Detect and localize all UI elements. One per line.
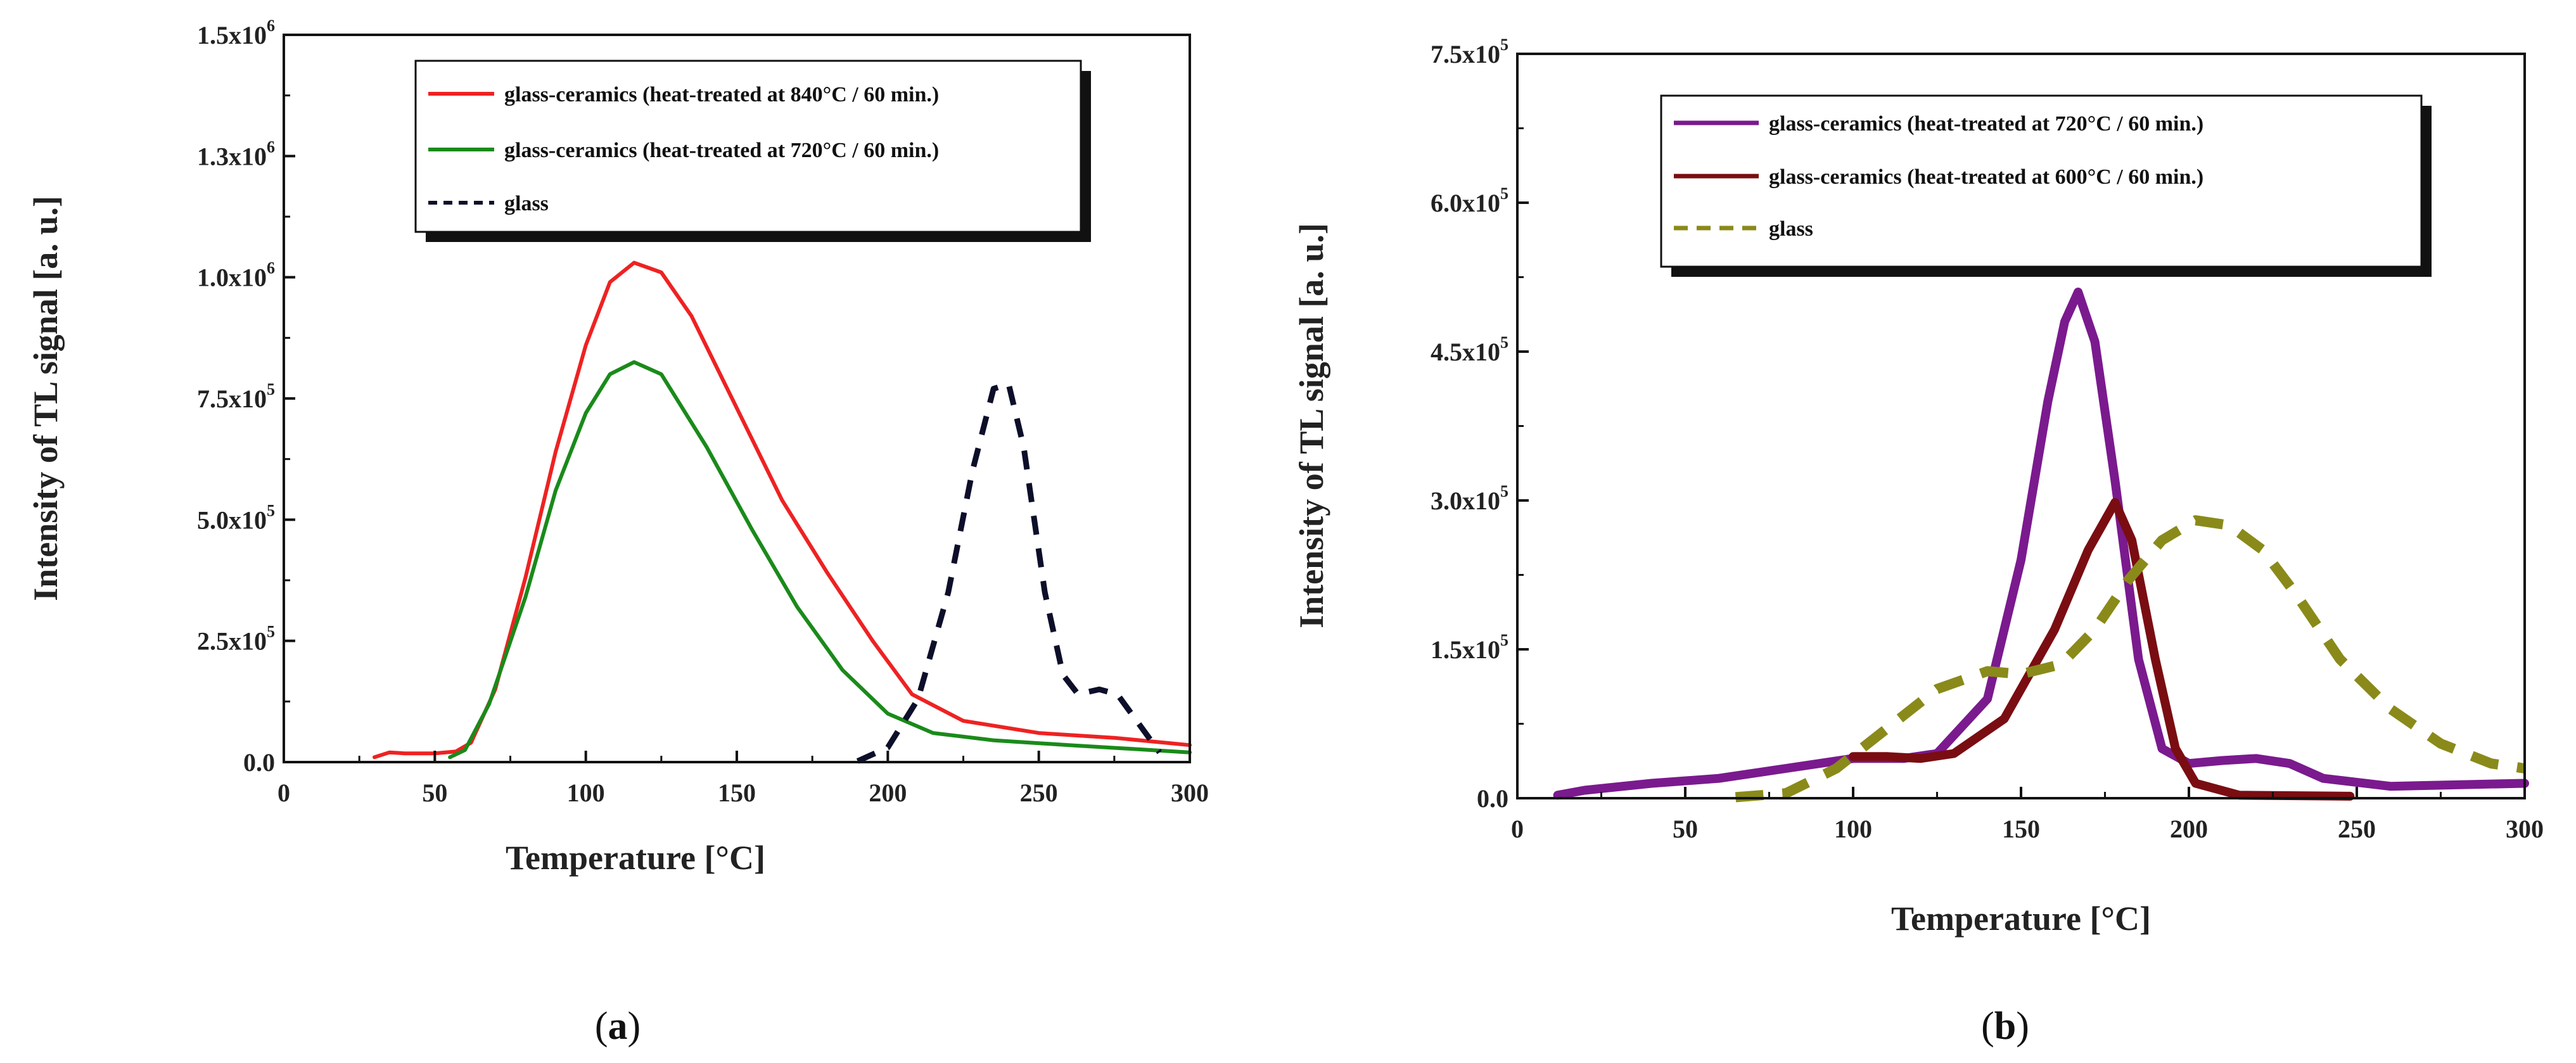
panel-b: 0.0 1.5x105 3.0x105 4.5x105 6.0x105 7.5x105 0… [1292,35,2544,1048]
panel-a-legend-label-glass: glass [504,192,549,215]
panel-b-y-tick-label: 6.0x105 [1431,184,1508,217]
panel-a-y-tick-label: 5.0x105 [197,501,275,534]
panel-b-x-tick-label: 300 [2506,815,2544,843]
panel-a-y-axis: 0.0 2.5x105 5.0x105 7.5x105 1.0x106 1.3x106 1.… [197,16,295,777]
panel-b-legend-label-600: glass-ceramics (heat-treated at 600°C / … [1769,165,2203,189]
panel-a-x-tick-label: 100 [567,779,605,807]
panel-a-caption-letter: a [608,1005,628,1048]
panel-b-x-tick-label: 200 [2170,815,2208,843]
panel-b-x-tick-label: 250 [2338,815,2376,843]
panel-b-x-tick-label: 0 [1511,815,1524,843]
panel-a-series-0-line [373,260,1192,760]
panel-b-x-tick-label: 50 [1673,815,1698,843]
panel-a-y-tick-label: 1.5x106 [197,16,275,49]
panel-b-caption: (b) [1981,1005,2029,1048]
panel-a-x-tick-label: 300 [1171,779,1209,807]
panel-b-legend-label-720: glass-ceramics (heat-treated at 720°C / … [1769,112,2203,136]
panel-b-caption-letter: b [1994,1005,2016,1048]
panel-a-y-axis-title: Intensity of TL signal [a. u.] [27,196,65,601]
panel-a-series-group [373,260,1192,764]
panel-a-legend-label-840: glass-ceramics (heat-treated at 840°C / … [504,83,939,106]
panel-b-series-1-line [1849,498,2355,801]
panel-a-x-tick-label: 150 [718,779,756,807]
panel-a-legend-label-720: glass-ceramics (heat-treated at 720°C / … [504,139,939,162]
panel-b-legend-label-glass: glass [1769,217,1813,241]
panel-b-y-tick-label: 1.5x105 [1431,631,1508,664]
panel-a: 0.0 2.5x105 5.0x105 7.5x105 1.0x106 1.3x106 1.… [27,16,1209,1048]
panel-b-y-axis: 0.0 1.5x105 3.0x105 4.5x105 6.0x105 7.5x105 [1431,35,1529,813]
panel-a-x-tick-label: 0 [277,779,290,807]
panel-a-y-tick-label: 7.5x105 [197,380,275,413]
panel-b-x-tick-label: 150 [2002,815,2040,843]
panel-b-y-tick-label: 0.0 [1477,784,1508,813]
panel-a-series-2-line [856,381,1162,764]
panel-b-x-axis: 0 50 100 150 200 250 300 [1511,787,2544,843]
panel-a-x-tick-label: 250 [1020,779,1058,807]
panel-b-legend-box [1660,94,2423,268]
panel-a-y-tick-label: 0.0 [243,748,275,777]
panel-b-series-group [1553,288,2529,803]
panel-a-caption: (a) [595,1005,641,1048]
panel-b-y-tick-label: 7.5x105 [1431,35,1508,68]
panel-b-series-0-line [1553,288,2529,800]
panel-b-y-tick-label: 3.0x105 [1431,482,1508,515]
panel-a-legend: glass-ceramics (heat-treated at 840°C / … [414,60,1091,242]
panel-b-x-tick-label: 100 [1834,815,1872,843]
panel-b-y-tick-label: 4.5x105 [1431,333,1508,366]
panel-b-x-axis-title: Temperature [°C] [1891,900,2151,938]
panel-a-y-tick-label: 2.5x105 [197,623,275,656]
panel-b-y-axis-title: Intensity of TL signal [a. u.] [1292,223,1330,628]
panel-b-legend: glass-ceramics (heat-treated at 720°C / … [1660,94,2432,277]
panel-a-series-1-line [448,360,1192,760]
panel-a-x-axis: 0 50 100 150 200 250 300 [277,751,1209,807]
panel-a-y-tick-label: 1.0x106 [197,259,275,292]
panel-a-x-tick-label: 200 [869,779,907,807]
panel-a-x-tick-label: 50 [422,779,447,807]
panel-a-x-axis-title: Temperature [°C] [506,839,765,877]
panel-a-y-tick-label: 1.3x106 [197,137,275,170]
panel-a-legend-box [414,60,1082,233]
